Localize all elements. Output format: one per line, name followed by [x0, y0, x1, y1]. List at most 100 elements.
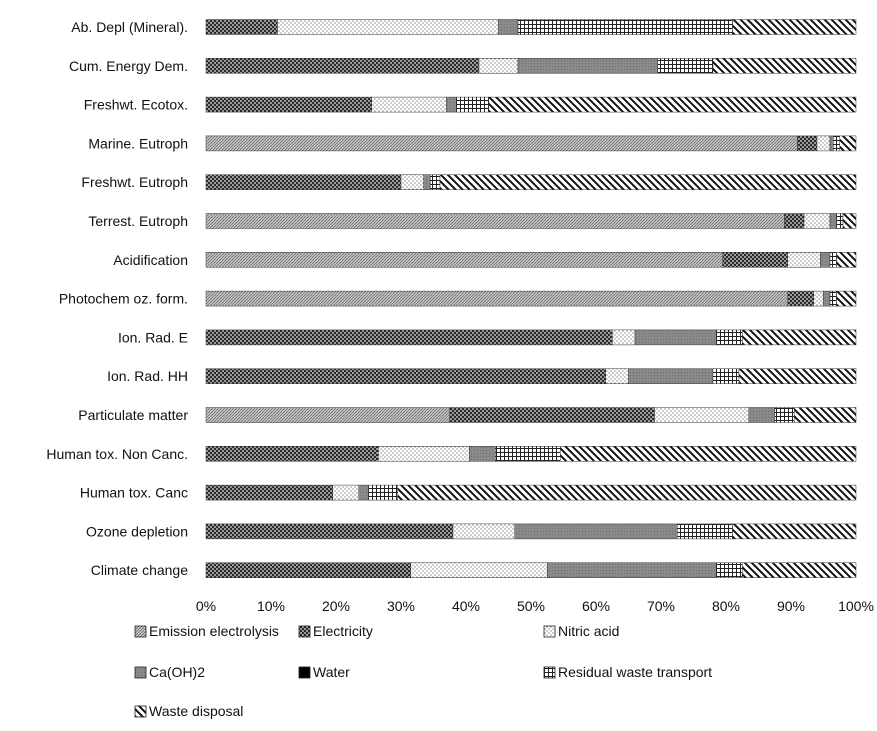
x-tick-label: 70% [647, 598, 675, 614]
category-label: Particulate matter [78, 407, 188, 423]
bar-segment [368, 484, 398, 501]
bar-segment [400, 174, 424, 190]
bar-segment [787, 290, 814, 307]
bar-segment [560, 446, 857, 462]
legend-label: Water [313, 664, 350, 680]
bar-segment [722, 252, 788, 268]
bar-segment [439, 174, 857, 190]
bar-segment [787, 252, 821, 268]
legend-entry: Emission electrolysis [134, 623, 279, 639]
legend: Emission electrolysis Electricity Nitric a… [134, 623, 712, 719]
bar-segment [829, 135, 834, 152]
bar-segment [514, 523, 678, 540]
bar-segment [205, 135, 798, 152]
legend-entry: Residual waste transport [543, 664, 712, 680]
bar-segment [712, 368, 740, 384]
legend-entry: Ca(OH)2 [134, 664, 205, 680]
bar-segment [205, 174, 402, 190]
x-tick-label: 0% [196, 598, 216, 614]
bar-segment [657, 58, 714, 74]
legend-label: Ca(OH)2 [149, 664, 205, 680]
category-label: Ion. Rad. HH [107, 368, 188, 384]
x-tick-label: 50% [517, 598, 545, 614]
bar-segment [742, 329, 857, 346]
category-label: Ion. Rad. E [118, 329, 188, 345]
x-axis: 0% 10% 20% 30% 40% 50% 60% 70% 80% 90% 100% [196, 598, 874, 614]
bar-segment [547, 562, 717, 578]
bar-segment [797, 135, 818, 152]
category-label: Freshwt. Eutroph [81, 174, 188, 190]
bar-segment [423, 174, 431, 190]
bar-segment [205, 446, 379, 462]
bar-segment [784, 213, 805, 229]
category-labels: Ab. Depl (Mineral). Cum. Energy Dem. Fresh… [46, 19, 188, 578]
bar-segment [836, 213, 844, 229]
legend-entry: Nitric acid [543, 623, 619, 639]
bar-segment [358, 484, 369, 501]
bar-segment [742, 562, 857, 578]
bar-segment [410, 562, 548, 578]
legend-swatch [543, 666, 556, 679]
bar-segment [829, 252, 837, 268]
category-label: Terrest. Eutroph [88, 213, 188, 229]
bar-segment [794, 407, 857, 423]
bar-segment [446, 96, 457, 113]
legend-entry: Waste disposal [134, 703, 243, 719]
bar-segment [205, 562, 411, 578]
x-tick-label: 30% [387, 598, 415, 614]
legend-swatch [298, 666, 311, 679]
bar-segment [205, 484, 333, 501]
x-tick-label: 100% [838, 598, 874, 614]
legend-label: Emission electrolysis [149, 623, 279, 639]
legend-entry: Water [298, 664, 350, 680]
bar-segment [452, 523, 515, 540]
bar-segment [397, 484, 857, 501]
category-label: Human tox. Canc [80, 485, 188, 501]
bar-segment [498, 19, 519, 35]
legend-swatch [543, 625, 556, 638]
category-label: Freshwt. Ecotox. [84, 97, 188, 113]
bar-segment [716, 329, 743, 346]
bar-segment [836, 252, 857, 268]
bar-segment [517, 19, 733, 35]
legend-label: Waste disposal [149, 703, 243, 719]
category-label: Marine. Eutroph [88, 135, 188, 151]
bar-segment [456, 96, 489, 113]
bar-segment [430, 174, 441, 190]
x-tick-label: 80% [712, 598, 740, 614]
bar-segment [612, 329, 636, 346]
bar-segment [716, 562, 743, 578]
x-tick-label: 40% [452, 598, 480, 614]
legend-swatch [134, 625, 147, 638]
bar-segment [654, 407, 749, 423]
bar-segment [378, 446, 470, 462]
category-label: Climate change [91, 562, 188, 578]
bar-segment [205, 329, 613, 346]
bar-segment [816, 135, 831, 152]
bar-segment [495, 446, 561, 462]
bar-segment [205, 252, 723, 268]
bar-segment [634, 329, 717, 346]
bar-segment [332, 484, 359, 501]
bar-segment [833, 135, 840, 152]
bar-segment [813, 290, 824, 307]
category-label: Ab. Depl (Mineral). [71, 19, 188, 35]
bar-segment [371, 96, 447, 113]
bar-segment [677, 523, 733, 540]
category-label: Human tox. Non Canc. [46, 446, 188, 462]
bar-segment [738, 368, 857, 384]
bar-segment [712, 58, 857, 74]
bar-segment [628, 368, 714, 384]
bar-segment [748, 407, 775, 423]
bar-segment [820, 252, 831, 268]
legend-entry: Electricity [298, 623, 373, 639]
category-label: Acidification [113, 252, 188, 268]
legend-swatch [134, 705, 147, 718]
bar-segment [842, 213, 857, 229]
category-label: Ozone depletion [86, 523, 188, 539]
bar-segment [478, 58, 519, 74]
bar-segment [517, 58, 658, 74]
bar-segment [823, 290, 831, 307]
